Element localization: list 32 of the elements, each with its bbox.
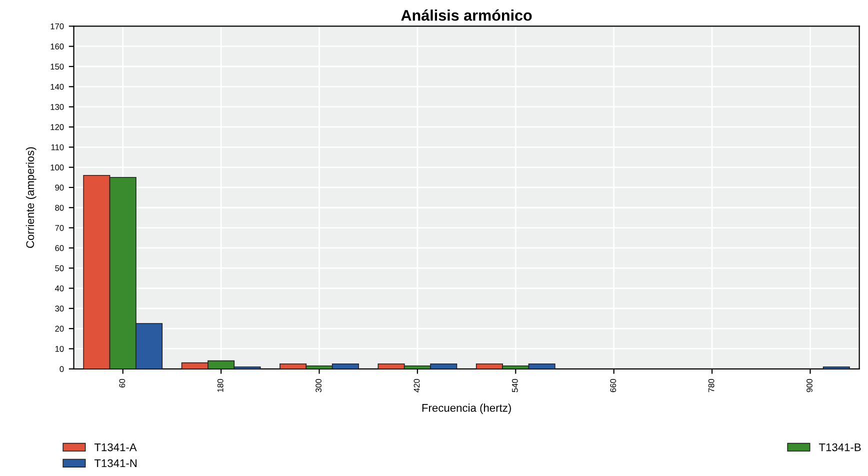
- legend-label: T1341-B: [818, 443, 861, 452]
- y-tick-label: 120: [50, 124, 64, 130]
- y-tick-label: 10: [55, 346, 64, 352]
- x-tick-label: 900: [806, 378, 812, 392]
- legend-label: T1341-N: [94, 459, 137, 468]
- y-tick-label: 50: [55, 265, 64, 272]
- x-tick-label: 420: [414, 378, 420, 392]
- y-tick-label: 170: [50, 23, 64, 30]
- y-tick-label: 110: [51, 144, 64, 150]
- x-tick-label: 660: [610, 378, 616, 392]
- y-tick-label: 90: [55, 184, 64, 191]
- y-tick-label: 20: [55, 326, 64, 332]
- x-tick-label: 780: [708, 378, 714, 392]
- y-tick-label: 80: [55, 204, 64, 211]
- legend-label: T1341-A: [94, 443, 137, 452]
- x-axis-title: Frecuencia (hertz): [422, 404, 511, 414]
- x-tick-label: 180: [217, 378, 224, 392]
- y-tick-label: 0: [60, 366, 64, 372]
- y-tick-label: 130: [50, 104, 64, 110]
- y-tick-label: 30: [55, 306, 64, 312]
- y-axis-title: Corriente (amperios): [26, 147, 36, 248]
- y-tick-label: 160: [50, 44, 64, 50]
- x-tick-label: 540: [512, 378, 518, 392]
- chart-title: Análisis armónico: [401, 9, 532, 21]
- y-tick-label: 40: [54, 285, 64, 292]
- y-tick-label: 150: [50, 64, 64, 70]
- y-tick-label: 140: [50, 84, 64, 90]
- x-tick-label: 60: [119, 378, 126, 388]
- y-tick-label: 100: [50, 164, 64, 170]
- y-tick-label: 60: [55, 245, 64, 252]
- x-tick-label: 300: [316, 378, 322, 392]
- y-tick-label: 70: [55, 224, 64, 231]
